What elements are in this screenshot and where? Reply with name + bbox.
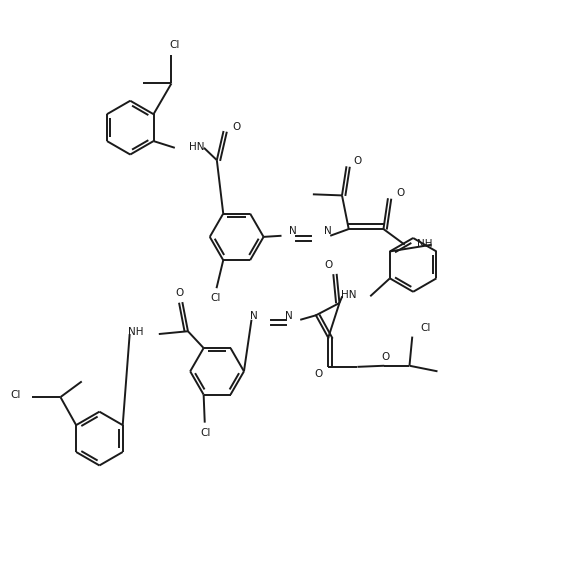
Text: O: O [232, 122, 240, 131]
Text: O: O [381, 352, 390, 362]
Text: O: O [314, 369, 322, 378]
Text: Cl: Cl [210, 293, 221, 303]
Text: O: O [324, 261, 332, 270]
Text: N: N [285, 311, 293, 321]
Text: N: N [289, 226, 297, 236]
Text: Cl: Cl [169, 40, 180, 50]
Text: HN: HN [189, 142, 204, 152]
Text: NH: NH [128, 327, 144, 337]
Text: O: O [353, 156, 361, 166]
Text: Cl: Cl [200, 428, 211, 438]
Text: O: O [176, 287, 184, 298]
Text: Cl: Cl [11, 390, 21, 400]
Text: O: O [396, 188, 405, 197]
Text: NH: NH [417, 238, 432, 249]
Text: N: N [324, 226, 331, 236]
Text: Cl: Cl [421, 323, 431, 333]
Text: HN: HN [341, 290, 356, 300]
Text: N: N [251, 311, 258, 321]
